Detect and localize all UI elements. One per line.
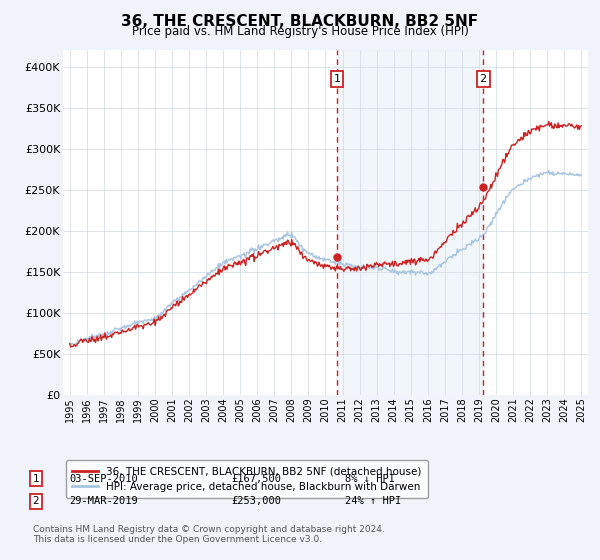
Text: £167,500: £167,500: [231, 474, 281, 484]
Text: 29-MAR-2019: 29-MAR-2019: [69, 496, 138, 506]
Text: 2: 2: [32, 496, 40, 506]
Legend: 36, THE CRESCENT, BLACKBURN, BB2 5NF (detached house), HPI: Average price, detac: 36, THE CRESCENT, BLACKBURN, BB2 5NF (de…: [65, 460, 428, 498]
Text: 2: 2: [479, 74, 487, 84]
Text: 1: 1: [32, 474, 40, 484]
Text: £253,000: £253,000: [231, 496, 281, 506]
Text: 03-SEP-2010: 03-SEP-2010: [69, 474, 138, 484]
Text: Contains HM Land Registry data © Crown copyright and database right 2024.
This d: Contains HM Land Registry data © Crown c…: [33, 525, 385, 544]
Text: 24% ↑ HPI: 24% ↑ HPI: [345, 496, 401, 506]
Bar: [337, 50, 483, 395]
Text: Price paid vs. HM Land Registry's House Price Index (HPI): Price paid vs. HM Land Registry's House …: [131, 25, 469, 38]
Text: 36, THE CRESCENT, BLACKBURN, BB2 5NF: 36, THE CRESCENT, BLACKBURN, BB2 5NF: [121, 14, 479, 29]
Text: 8% ↓ HPI: 8% ↓ HPI: [345, 474, 395, 484]
Text: 1: 1: [334, 74, 340, 84]
